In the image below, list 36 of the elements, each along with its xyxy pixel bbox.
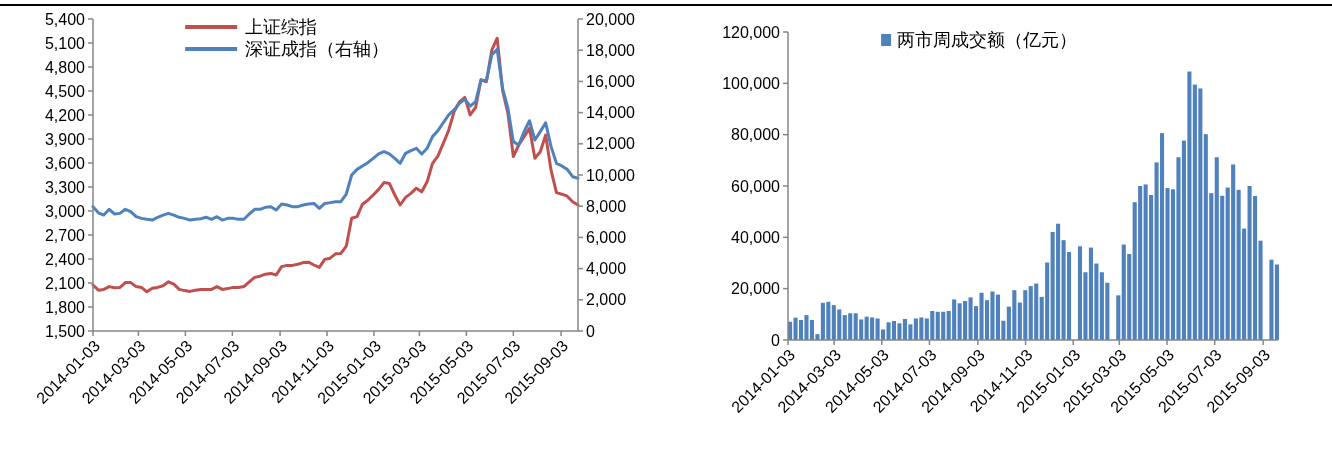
y-tick-label: 0 (771, 331, 781, 349)
y-tick-label: 2,100 (44, 274, 86, 292)
y-tick-label: 2,700 (44, 226, 86, 244)
y-tick-label: 4,200 (44, 106, 86, 124)
y2-tick-label: 2,000 (586, 291, 627, 309)
y-tick-label: 20,000 (731, 280, 781, 298)
y2-tick-label: 0 (586, 322, 595, 340)
y2-tick-label: 14,000 (586, 104, 636, 122)
y-tick-label: 5,400 (44, 10, 86, 28)
legend-label: 上证综指 (245, 17, 318, 38)
y2-tick-label: 18,000 (586, 41, 636, 59)
y2-tick-label: 12,000 (586, 135, 636, 153)
y2-tick-label: 10,000 (586, 166, 636, 184)
y2-tick-label: 4,000 (586, 260, 627, 278)
y-tick-label: 1,500 (44, 322, 86, 340)
y2-tick-label: 16,000 (586, 73, 636, 90)
y-tick-label: 5,100 (44, 34, 86, 52)
y2-tick-label: 8,000 (586, 197, 627, 215)
y-tick-label: 120,000 (722, 23, 781, 41)
y-tick-label: 3,900 (44, 130, 86, 148)
y-tick-label: 3,000 (44, 202, 86, 220)
y-tick-label: 1,800 (44, 298, 86, 316)
y2-tick-label: 20,000 (586, 10, 636, 28)
y-tick-label: 4,800 (44, 58, 86, 76)
y-tick-label: 80,000 (731, 126, 781, 144)
bar (1116, 295, 1121, 340)
y-tick-label: 100,000 (722, 74, 781, 92)
legend-label: 两市周成交额（亿元） (897, 30, 1078, 51)
y2-tick-label: 6,000 (586, 229, 627, 246)
y-tick-label: 3,600 (44, 154, 86, 172)
y-tick-label: 3,300 (44, 178, 86, 196)
legend-label: 深证成指（右轴） (245, 39, 390, 60)
y-tick-label: 40,000 (731, 228, 781, 246)
y-tick-label: 4,500 (44, 82, 86, 100)
y-tick-label: 60,000 (731, 177, 781, 195)
y-tick-label: 2,400 (44, 250, 86, 268)
